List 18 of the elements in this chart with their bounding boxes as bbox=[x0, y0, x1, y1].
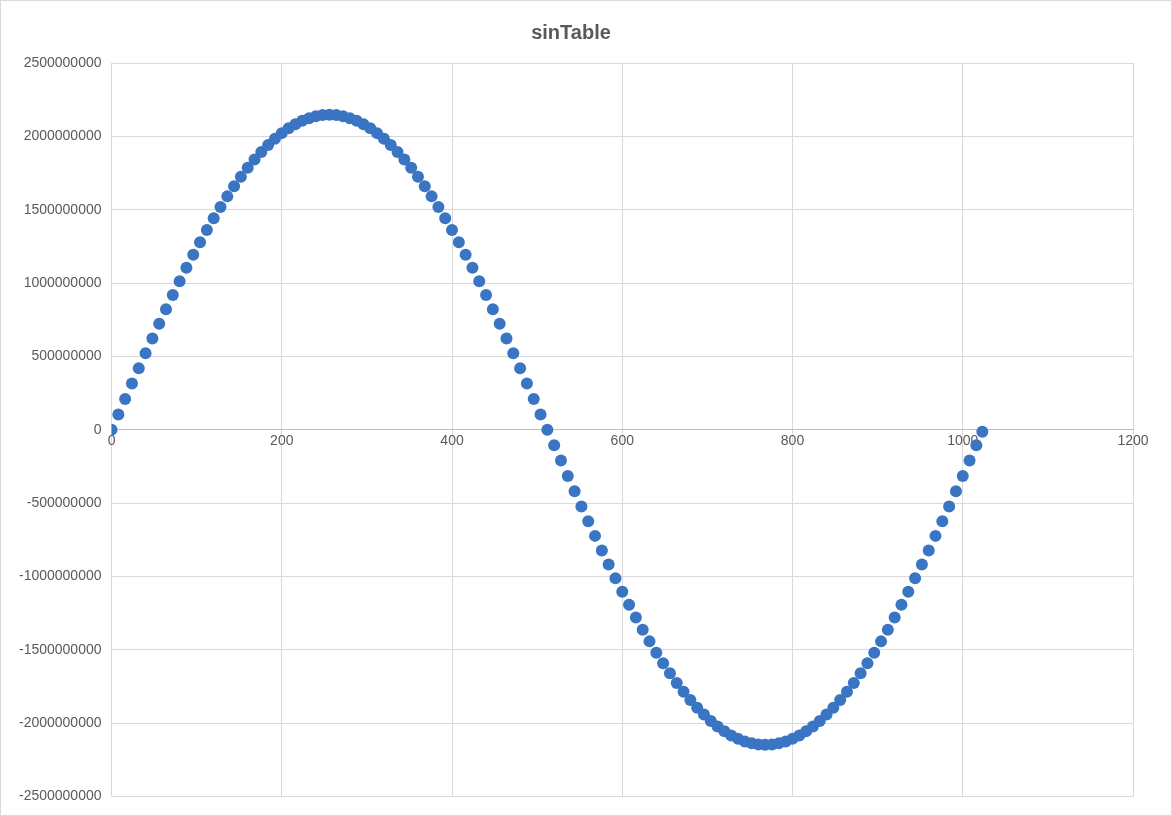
x-tick-label: 800 bbox=[780, 432, 805, 449]
x-tick-label: 1200 bbox=[1117, 432, 1149, 449]
x-tick-label: 200 bbox=[270, 432, 294, 449]
y-tick-label: -2500000000 bbox=[18, 787, 102, 804]
y-tick-label: -500000000 bbox=[26, 494, 102, 511]
chart-title: sinTable bbox=[531, 20, 611, 43]
x-tick-label: 600 bbox=[610, 432, 635, 449]
y-tick-label: -2000000000 bbox=[18, 714, 102, 731]
y-tick-label: -1500000000 bbox=[18, 640, 102, 657]
y-tick-label: -1000000000 bbox=[18, 567, 102, 584]
y-tick-label: 0 bbox=[93, 420, 102, 437]
y-tick-label: 1000000000 bbox=[23, 273, 102, 290]
y-tick-label: 1500000000 bbox=[23, 200, 102, 217]
y-tick-label: 2500000000 bbox=[23, 53, 102, 70]
x-tick-label: 0 bbox=[107, 432, 116, 449]
y-tick-label: 2000000000 bbox=[23, 127, 102, 144]
x-tick-label: 400 bbox=[440, 432, 464, 449]
y-tick-label: 500000000 bbox=[31, 347, 102, 364]
